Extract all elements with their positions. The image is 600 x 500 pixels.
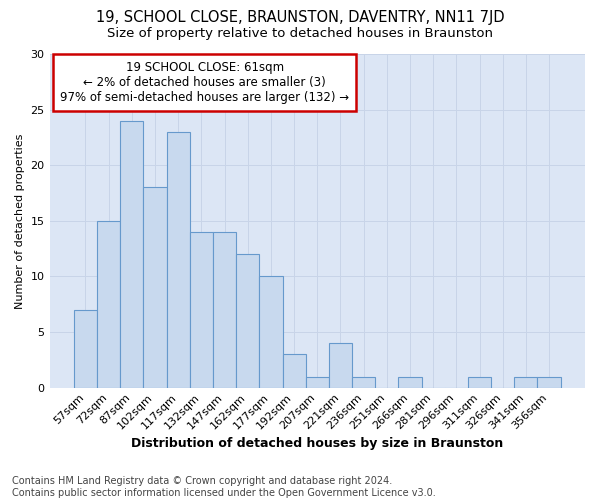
- Text: 19 SCHOOL CLOSE: 61sqm
← 2% of detached houses are smaller (3)
97% of semi-detac: 19 SCHOOL CLOSE: 61sqm ← 2% of detached …: [60, 60, 349, 104]
- Bar: [74, 310, 97, 388]
- X-axis label: Distribution of detached houses by size in Braunston: Distribution of detached houses by size …: [131, 437, 503, 450]
- Y-axis label: Number of detached properties: Number of detached properties: [15, 133, 25, 308]
- Bar: [120, 120, 143, 388]
- Bar: [236, 254, 259, 388]
- Bar: [213, 232, 236, 388]
- Bar: [352, 376, 375, 388]
- Bar: [283, 354, 305, 388]
- Bar: [143, 188, 167, 388]
- Bar: [514, 376, 538, 388]
- Bar: [398, 376, 422, 388]
- Text: Contains HM Land Registry data © Crown copyright and database right 2024.
Contai: Contains HM Land Registry data © Crown c…: [12, 476, 436, 498]
- Text: Size of property relative to detached houses in Braunston: Size of property relative to detached ho…: [107, 28, 493, 40]
- Bar: [190, 232, 213, 388]
- Bar: [305, 376, 329, 388]
- Bar: [259, 276, 283, 388]
- Bar: [329, 343, 352, 388]
- Text: 19, SCHOOL CLOSE, BRAUNSTON, DAVENTRY, NN11 7JD: 19, SCHOOL CLOSE, BRAUNSTON, DAVENTRY, N…: [95, 10, 505, 25]
- Bar: [468, 376, 491, 388]
- Bar: [538, 376, 560, 388]
- Bar: [167, 132, 190, 388]
- Bar: [97, 221, 120, 388]
